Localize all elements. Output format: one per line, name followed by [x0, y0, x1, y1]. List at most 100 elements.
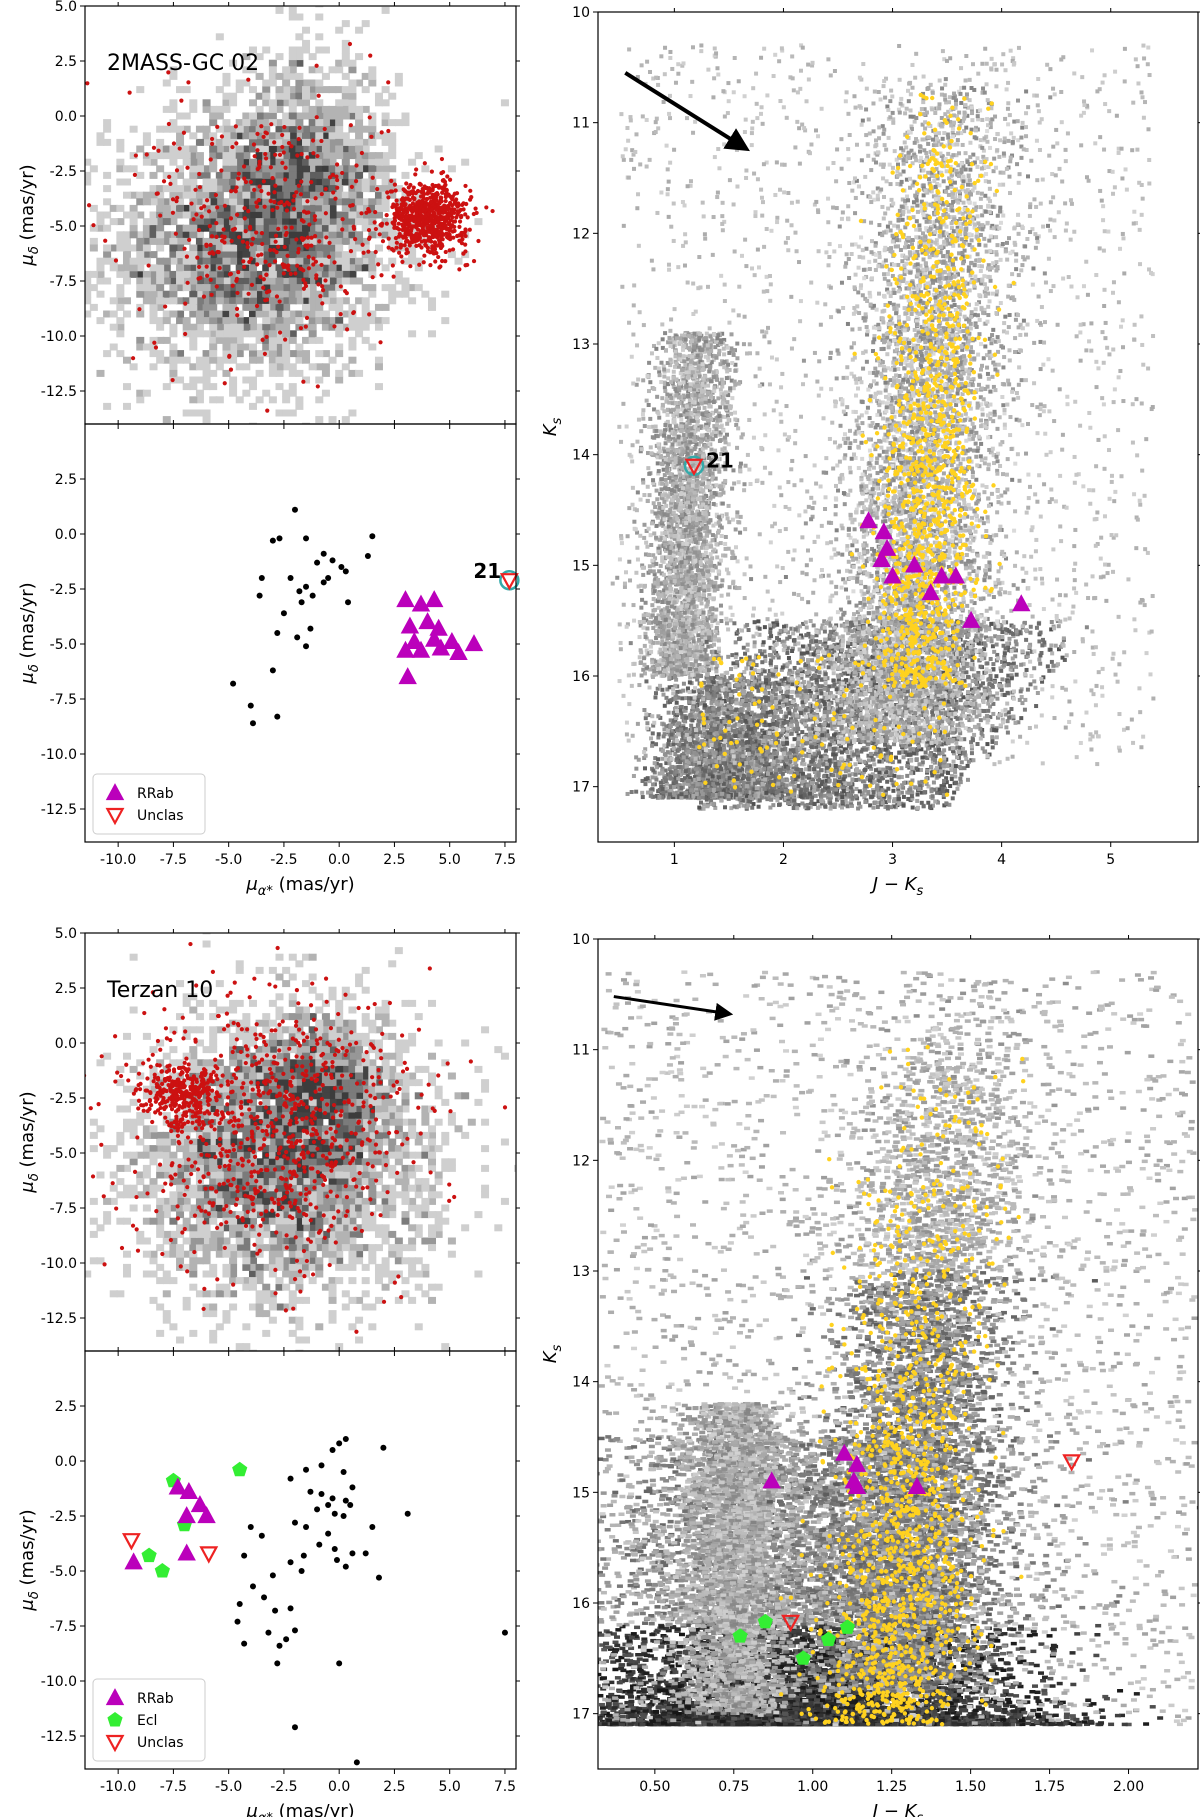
cmd-field-point — [731, 468, 736, 473]
density-bin — [268, 270, 277, 278]
density-bin — [149, 158, 158, 166]
member-point — [415, 188, 421, 194]
density-bin — [149, 191, 158, 199]
density-bin — [302, 257, 311, 265]
member-point — [429, 207, 434, 212]
member-point — [207, 224, 212, 229]
density-bin — [348, 145, 357, 153]
member-point — [268, 247, 273, 253]
cmd-field-point — [683, 708, 688, 713]
member-point — [292, 193, 297, 199]
density-bin — [288, 132, 297, 140]
cmd-field-point — [665, 541, 670, 546]
density-bin — [262, 343, 271, 351]
density-bin — [262, 79, 271, 87]
density-bin — [348, 198, 357, 206]
cmd-field-density — [610, 43, 1156, 811]
density-bin — [275, 204, 284, 212]
density-bin — [328, 86, 337, 94]
cmd-field-point — [711, 417, 716, 422]
density-bin — [268, 356, 277, 364]
member-point — [447, 248, 452, 253]
cmd-field-point — [667, 423, 672, 428]
density-bin — [209, 178, 218, 186]
density-bin — [308, 224, 317, 232]
density-bin — [282, 191, 291, 199]
density-bin — [229, 125, 238, 133]
density-bin — [341, 363, 350, 371]
cmd-field-point — [732, 555, 737, 560]
density-bin — [215, 284, 224, 292]
cmd-field-point — [782, 744, 787, 749]
density-bin — [361, 145, 370, 153]
density-bin — [368, 185, 377, 193]
density-bin — [182, 409, 191, 417]
rrab-marker — [424, 629, 444, 647]
density-bin — [328, 125, 337, 133]
density-bin — [275, 317, 284, 325]
density-bin — [176, 132, 185, 140]
cmd-field-point — [836, 792, 841, 797]
density-bin — [89, 165, 98, 173]
density-bin — [235, 270, 244, 278]
density-bin — [209, 224, 218, 232]
density-bin — [355, 369, 364, 377]
density-bin — [189, 270, 198, 278]
density-bin — [182, 237, 191, 245]
member-point — [263, 130, 268, 135]
density-bin — [215, 396, 224, 404]
member-point — [285, 253, 290, 258]
density-bin — [268, 297, 277, 305]
member-point — [304, 315, 310, 320]
density-bin — [288, 284, 297, 292]
density-bin — [242, 323, 251, 331]
cmd-field-point — [707, 462, 712, 467]
density-bin — [408, 330, 417, 338]
density-bin — [122, 270, 131, 278]
legend-rrab-marker — [105, 783, 125, 801]
cmd-field-point — [723, 461, 728, 466]
member-point — [386, 195, 391, 200]
density-bin — [321, 251, 330, 259]
member-point — [306, 266, 312, 271]
density-bin — [182, 86, 191, 94]
cmd-field-point — [704, 709, 709, 714]
density-bin — [136, 86, 145, 94]
cmd-field-point — [642, 423, 647, 428]
density-bin — [381, 284, 390, 292]
density-bin — [162, 317, 171, 325]
density-bin — [361, 204, 370, 212]
cmd-field-point — [799, 695, 804, 700]
y-tick-label: -5.0 — [50, 219, 77, 235]
member-point — [291, 198, 296, 203]
density-bin — [169, 270, 178, 278]
cmd-field-point — [710, 693, 715, 698]
cmd-field-point — [660, 687, 665, 692]
field-variable-point — [247, 702, 254, 709]
density-bin — [142, 251, 151, 259]
cmd-field-point — [697, 450, 702, 455]
density-bin — [335, 323, 344, 331]
cmd-field-point — [632, 519, 637, 524]
density-bin — [209, 152, 218, 160]
density-bin — [282, 310, 291, 318]
cmd-field-point — [735, 778, 740, 783]
member-point — [301, 219, 306, 224]
cmd-field-point — [717, 561, 722, 566]
cmd-field-point — [741, 342, 746, 347]
density-bin — [136, 191, 145, 199]
cmd-field-point — [664, 695, 669, 700]
member-point — [332, 324, 337, 329]
density-bin — [374, 171, 383, 179]
density-bin — [235, 277, 244, 285]
member-point — [289, 144, 294, 149]
density-bin — [288, 237, 297, 245]
density-bin — [222, 231, 231, 239]
cmd-field-point — [670, 344, 675, 349]
member-point — [370, 175, 375, 180]
member-point — [463, 242, 468, 247]
density-bin — [156, 237, 165, 245]
density-bin — [57, 357, 65, 364]
cmd-field-point — [668, 751, 673, 756]
member-point — [262, 204, 267, 209]
